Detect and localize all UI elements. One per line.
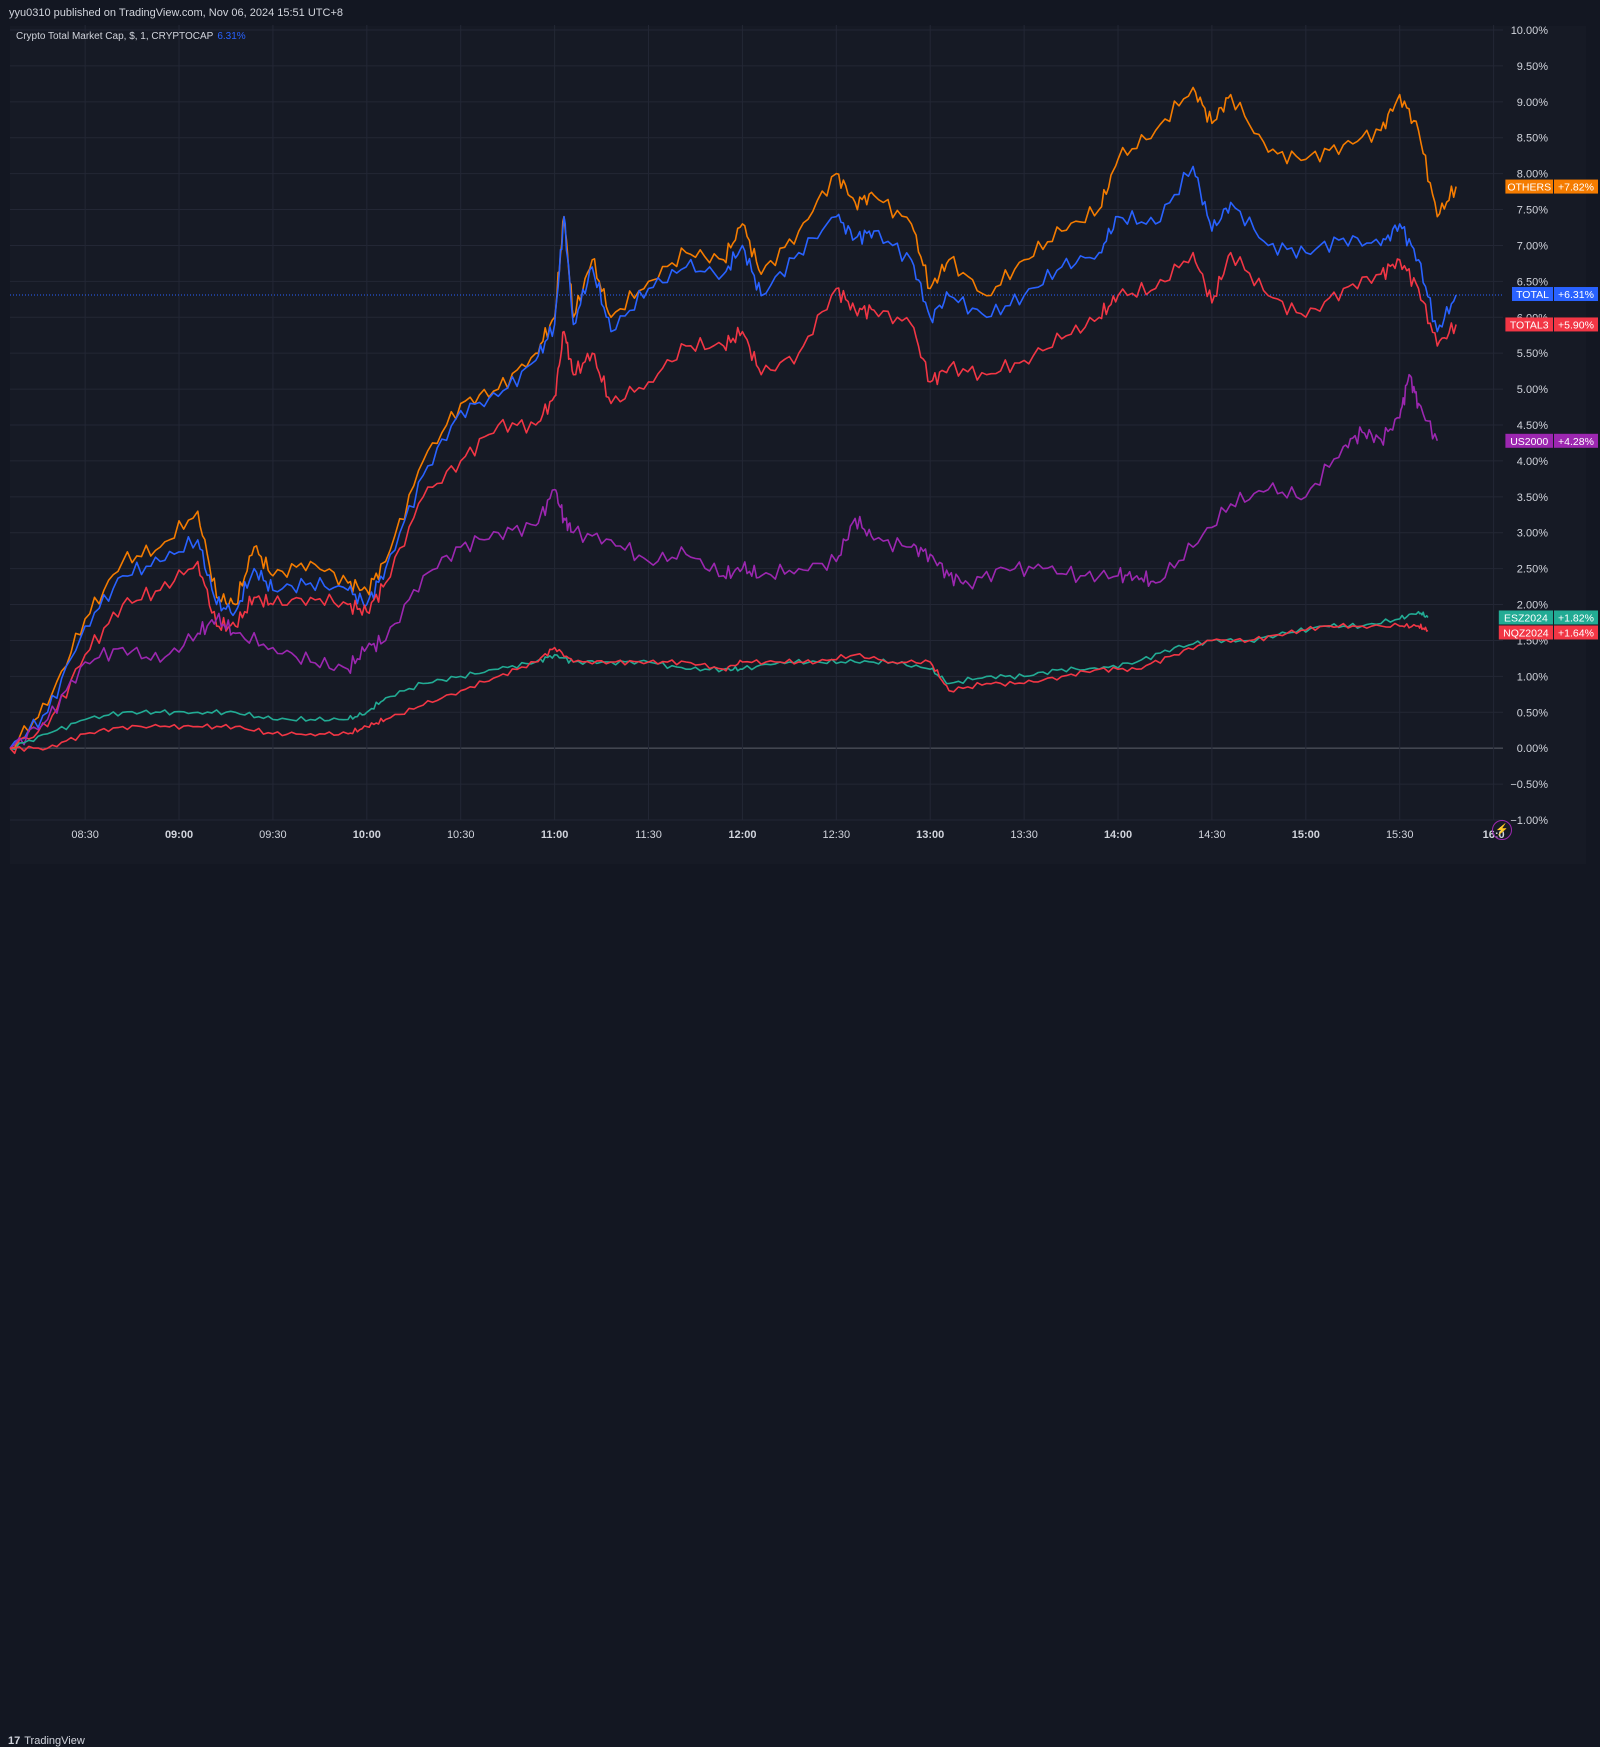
x-tick-label: 15:00 [1292, 829, 1320, 841]
series-line-us2000 [9, 373, 1439, 749]
y-tick-label: −0.50% [1510, 779, 1548, 791]
series-value-us2000: +4.28% [1558, 436, 1594, 448]
legend-row[interactable]: Crypto Total Market Cap, $, 1, CRYPTOCAP… [16, 31, 246, 42]
series-name-tag [1505, 179, 1553, 194]
x-tick-label: 11:00 [541, 829, 569, 841]
series-name-tag [1498, 625, 1553, 640]
y-tick-label: 3.00% [1517, 528, 1548, 540]
chart-canvas[interactable]: 10.00% 9.50% 9.00% 8.50% 8.00% 7.50% 7.00% 6.50… [0, 0, 1600, 893]
y-tick-label: 3.50% [1517, 492, 1548, 504]
y-tick-label: 2.50% [1517, 564, 1548, 576]
series-value-others: +7.82% [1558, 182, 1594, 194]
series-line-nqz2024 [9, 622, 1429, 752]
y-tick-label: 7.00% [1517, 240, 1548, 252]
series-line-total3 [9, 251, 1457, 755]
y-tick-label: 2.00% [1517, 600, 1548, 612]
legend-change: 6.31% [217, 31, 246, 42]
series-line-others [9, 86, 1457, 749]
x-tick-label: 11:30 [635, 829, 662, 841]
x-tick-label: 08:30 [71, 829, 99, 841]
x-tick-label: 14:30 [1198, 829, 1226, 841]
series-name-tag [1512, 287, 1553, 302]
y-tick-label: 10.00% [1511, 25, 1549, 37]
footer-bar: 17 TradingView [0, 864, 1600, 1747]
series-name-esz2024: ESZ2024 [1504, 612, 1548, 624]
series-name-tag [1505, 317, 1553, 332]
series-name-tag [1505, 433, 1553, 448]
series-value-total3: +5.90% [1558, 319, 1594, 331]
y-tick-label: 8.00% [1517, 169, 1548, 181]
x-tick-label: 09:00 [165, 829, 193, 841]
y-tick-label: 6.50% [1517, 276, 1548, 288]
y-tick-label: 7.50% [1517, 205, 1548, 217]
series-name-total3: TOTAL3 [1510, 319, 1549, 331]
brand-name: TradingView [24, 1735, 85, 1747]
series-value-tag [1554, 610, 1598, 625]
top-bar: yyu0310 published on TradingView.com, No… [0, 0, 1600, 26]
y-tick-label: 9.00% [1517, 97, 1548, 109]
y-tick-label: 1.00% [1517, 671, 1548, 683]
y-tick-label: 4.50% [1517, 420, 1548, 432]
y-tick-label: 8.50% [1517, 133, 1548, 145]
x-tick-label: 10:30 [447, 829, 475, 841]
series-value-esz2024: +1.82% [1558, 612, 1594, 624]
series-value-tag [1554, 287, 1598, 302]
x-tick-label: 13:00 [916, 829, 944, 841]
x-tick-label: 14:00 [1104, 829, 1132, 841]
series-line-esz2024 [9, 610, 1429, 751]
x-tick-label: 13:30 [1010, 829, 1038, 841]
series-value-tag [1554, 625, 1598, 640]
y-tick-label: −1.00% [1510, 815, 1548, 827]
y-tick-label: 5.50% [1517, 348, 1548, 360]
y-tick-label: 4.00% [1517, 456, 1548, 468]
brand[interactable]: 17 TradingView [8, 1735, 85, 1747]
x-tick-label: 12:30 [823, 829, 851, 841]
series-value-total: +6.31% [1558, 289, 1594, 301]
series-value-tag [1554, 179, 1598, 194]
y-tick-label: 9.50% [1517, 61, 1548, 73]
legend-title: Crypto Total Market Cap, $, 1, CRYPTOCAP [16, 31, 214, 42]
x-tick-label: 09:30 [259, 829, 287, 841]
y-tick-label: 5.00% [1517, 384, 1548, 396]
series-line-total [9, 165, 1457, 749]
published-caption: yyu0310 published on TradingView.com, No… [9, 7, 343, 19]
lightning-icon[interactable]: ⚡ [1492, 820, 1512, 840]
series-name-total: TOTAL [1516, 289, 1549, 301]
y-tick-label: 0.50% [1517, 707, 1548, 719]
series-value-tag [1554, 317, 1598, 332]
series-value-nqz2024: +1.64% [1558, 627, 1594, 639]
series-name-others: OTHERS [1507, 182, 1551, 194]
y-tick-label: 0.00% [1517, 743, 1548, 755]
series-value-tag [1554, 433, 1598, 448]
tradingview-logo: 17 [8, 1735, 21, 1747]
series-name-nqz2024: NQZ2024 [1503, 627, 1549, 639]
series-name-tag [1498, 610, 1553, 625]
x-tick-label: 12:00 [728, 829, 756, 841]
series-name-us2000: US2000 [1510, 436, 1548, 448]
x-tick-label: 10:00 [353, 829, 381, 841]
x-tick-label: 15:30 [1386, 829, 1414, 841]
